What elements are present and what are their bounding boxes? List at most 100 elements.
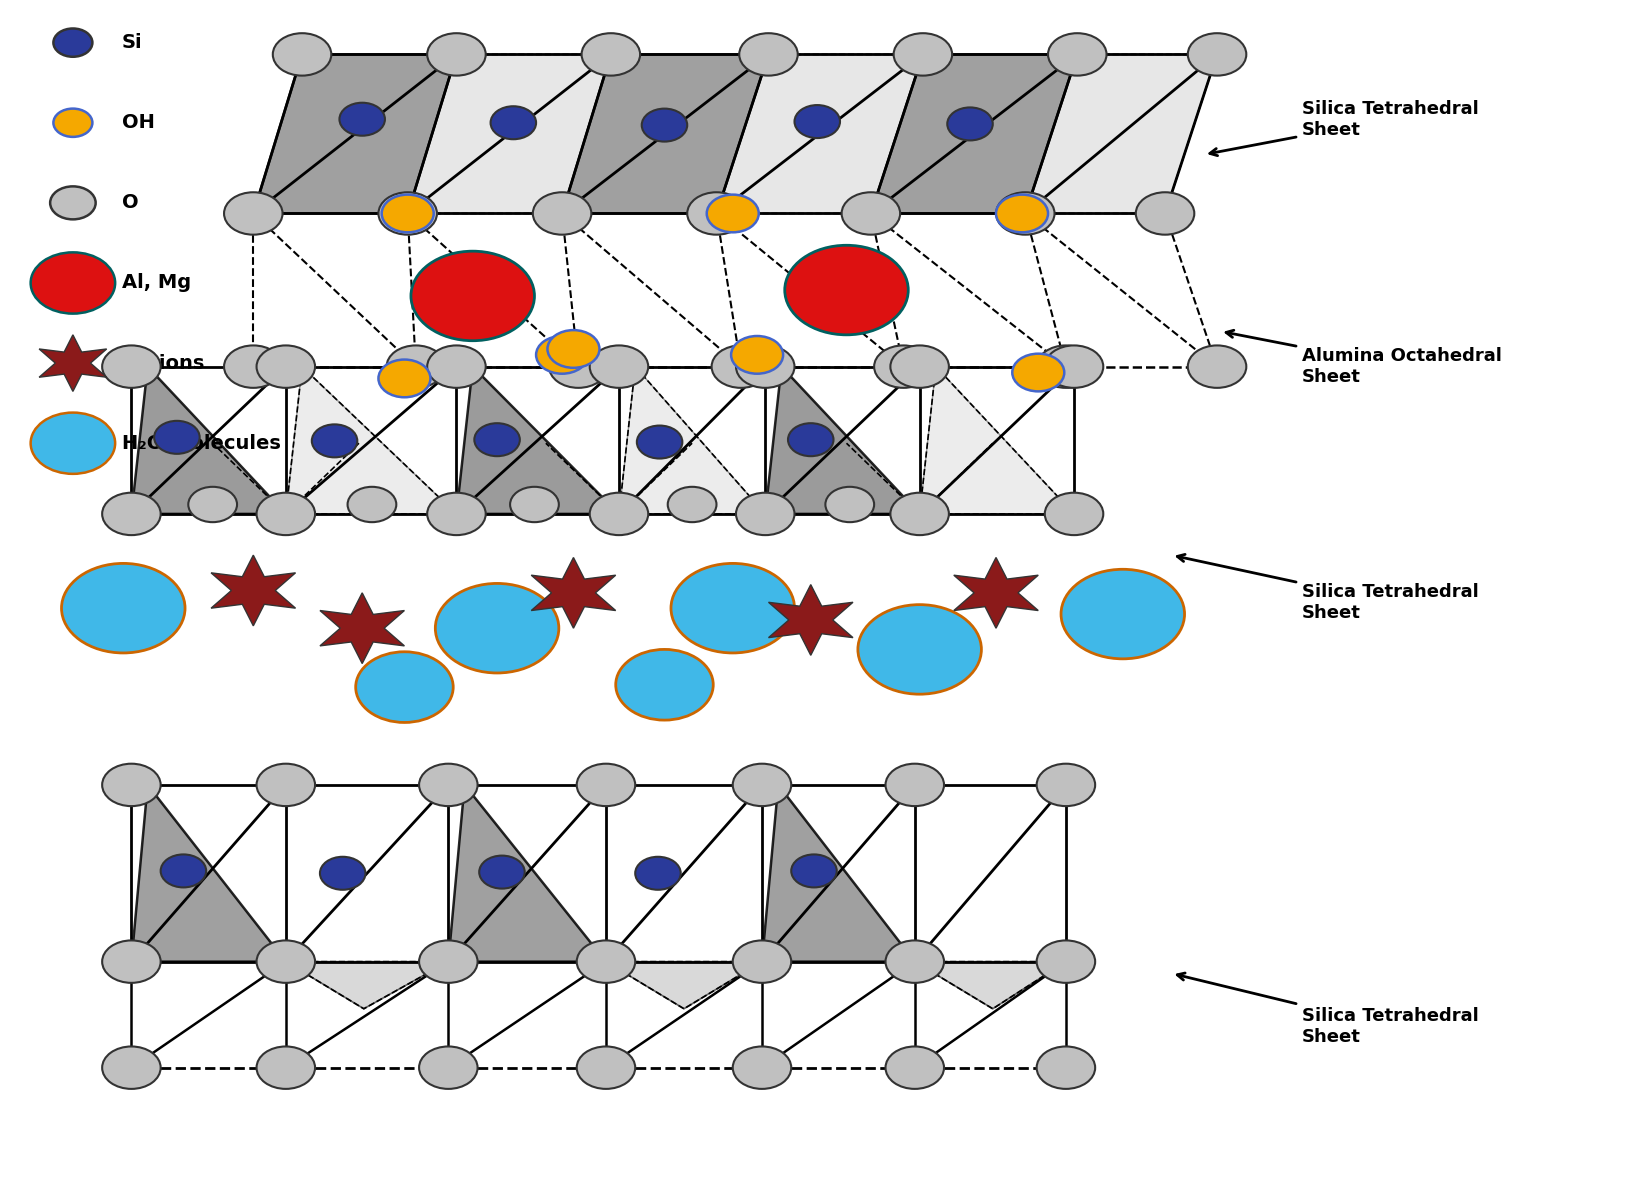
Text: OH: OH bbox=[122, 113, 155, 132]
Circle shape bbox=[427, 492, 485, 535]
Circle shape bbox=[427, 33, 485, 76]
Circle shape bbox=[891, 345, 949, 387]
Circle shape bbox=[427, 345, 485, 387]
Circle shape bbox=[1037, 764, 1096, 807]
Circle shape bbox=[947, 107, 993, 141]
Circle shape bbox=[1037, 345, 1096, 387]
Polygon shape bbox=[321, 593, 404, 664]
Circle shape bbox=[785, 246, 908, 335]
Circle shape bbox=[103, 764, 161, 807]
Circle shape bbox=[739, 33, 798, 76]
Circle shape bbox=[50, 187, 96, 220]
Circle shape bbox=[274, 33, 332, 76]
Circle shape bbox=[418, 764, 477, 807]
Circle shape bbox=[1188, 345, 1247, 387]
Text: Al, Mg: Al, Mg bbox=[122, 274, 190, 293]
Circle shape bbox=[479, 855, 524, 888]
Circle shape bbox=[858, 605, 982, 694]
Circle shape bbox=[733, 1046, 791, 1089]
Circle shape bbox=[794, 105, 840, 138]
Text: Silica Tetrahedral
Sheet: Silica Tetrahedral Sheet bbox=[1210, 100, 1478, 156]
Polygon shape bbox=[456, 366, 619, 514]
Circle shape bbox=[576, 1046, 635, 1089]
Circle shape bbox=[1061, 569, 1185, 659]
Circle shape bbox=[189, 487, 238, 522]
Polygon shape bbox=[716, 54, 923, 214]
Circle shape bbox=[589, 345, 648, 387]
Circle shape bbox=[549, 345, 607, 387]
Circle shape bbox=[103, 492, 161, 535]
Circle shape bbox=[1013, 353, 1065, 391]
Circle shape bbox=[381, 195, 433, 233]
Polygon shape bbox=[531, 557, 615, 628]
Circle shape bbox=[355, 652, 453, 723]
Circle shape bbox=[637, 425, 682, 458]
Circle shape bbox=[103, 1046, 161, 1089]
Circle shape bbox=[1045, 492, 1104, 535]
Circle shape bbox=[225, 345, 283, 387]
Polygon shape bbox=[287, 366, 456, 514]
Text: Silica Tetrahedral
Sheet: Silica Tetrahedral Sheet bbox=[1177, 554, 1478, 621]
Circle shape bbox=[635, 856, 681, 889]
Circle shape bbox=[155, 420, 200, 454]
Circle shape bbox=[687, 193, 746, 235]
Circle shape bbox=[1188, 33, 1247, 76]
Circle shape bbox=[386, 345, 444, 387]
Circle shape bbox=[736, 345, 794, 387]
Circle shape bbox=[581, 33, 640, 76]
Circle shape bbox=[576, 940, 635, 983]
Circle shape bbox=[791, 854, 837, 887]
Text: Cations: Cations bbox=[122, 353, 204, 372]
Circle shape bbox=[842, 193, 900, 235]
Circle shape bbox=[435, 583, 558, 673]
Circle shape bbox=[510, 487, 558, 522]
Polygon shape bbox=[254, 54, 456, 214]
Polygon shape bbox=[132, 785, 287, 961]
Circle shape bbox=[54, 109, 93, 137]
Circle shape bbox=[707, 195, 759, 233]
Circle shape bbox=[894, 33, 952, 76]
Polygon shape bbox=[920, 366, 1074, 514]
Circle shape bbox=[62, 563, 186, 653]
Circle shape bbox=[736, 492, 794, 535]
Text: Si: Si bbox=[122, 33, 142, 52]
Circle shape bbox=[257, 492, 316, 535]
Circle shape bbox=[418, 940, 477, 983]
Circle shape bbox=[788, 423, 834, 456]
Circle shape bbox=[891, 492, 949, 535]
Circle shape bbox=[161, 854, 207, 887]
Circle shape bbox=[103, 345, 161, 387]
Circle shape bbox=[536, 337, 588, 373]
Polygon shape bbox=[132, 366, 287, 514]
Polygon shape bbox=[765, 366, 920, 514]
Circle shape bbox=[667, 487, 716, 522]
Circle shape bbox=[490, 106, 536, 139]
Circle shape bbox=[347, 487, 396, 522]
Polygon shape bbox=[448, 785, 606, 961]
Circle shape bbox=[1037, 940, 1096, 983]
Polygon shape bbox=[762, 785, 915, 961]
Circle shape bbox=[257, 764, 316, 807]
Circle shape bbox=[257, 345, 316, 387]
Circle shape bbox=[886, 1046, 944, 1089]
Circle shape bbox=[257, 940, 316, 983]
Text: Alumina Octahedral
Sheet: Alumina Octahedral Sheet bbox=[1226, 331, 1501, 386]
Circle shape bbox=[671, 563, 794, 653]
Circle shape bbox=[731, 337, 783, 373]
Polygon shape bbox=[619, 366, 765, 514]
Circle shape bbox=[410, 252, 534, 340]
Polygon shape bbox=[212, 555, 296, 626]
Polygon shape bbox=[39, 335, 107, 391]
Circle shape bbox=[825, 487, 874, 522]
Circle shape bbox=[418, 1046, 477, 1089]
Text: O: O bbox=[122, 194, 138, 213]
Circle shape bbox=[589, 492, 648, 535]
Polygon shape bbox=[915, 961, 1066, 1009]
Circle shape bbox=[1037, 1046, 1096, 1089]
Circle shape bbox=[874, 345, 933, 387]
Circle shape bbox=[103, 940, 161, 983]
Polygon shape bbox=[1026, 54, 1218, 214]
Circle shape bbox=[733, 764, 791, 807]
Circle shape bbox=[711, 345, 770, 387]
Polygon shape bbox=[407, 54, 610, 214]
